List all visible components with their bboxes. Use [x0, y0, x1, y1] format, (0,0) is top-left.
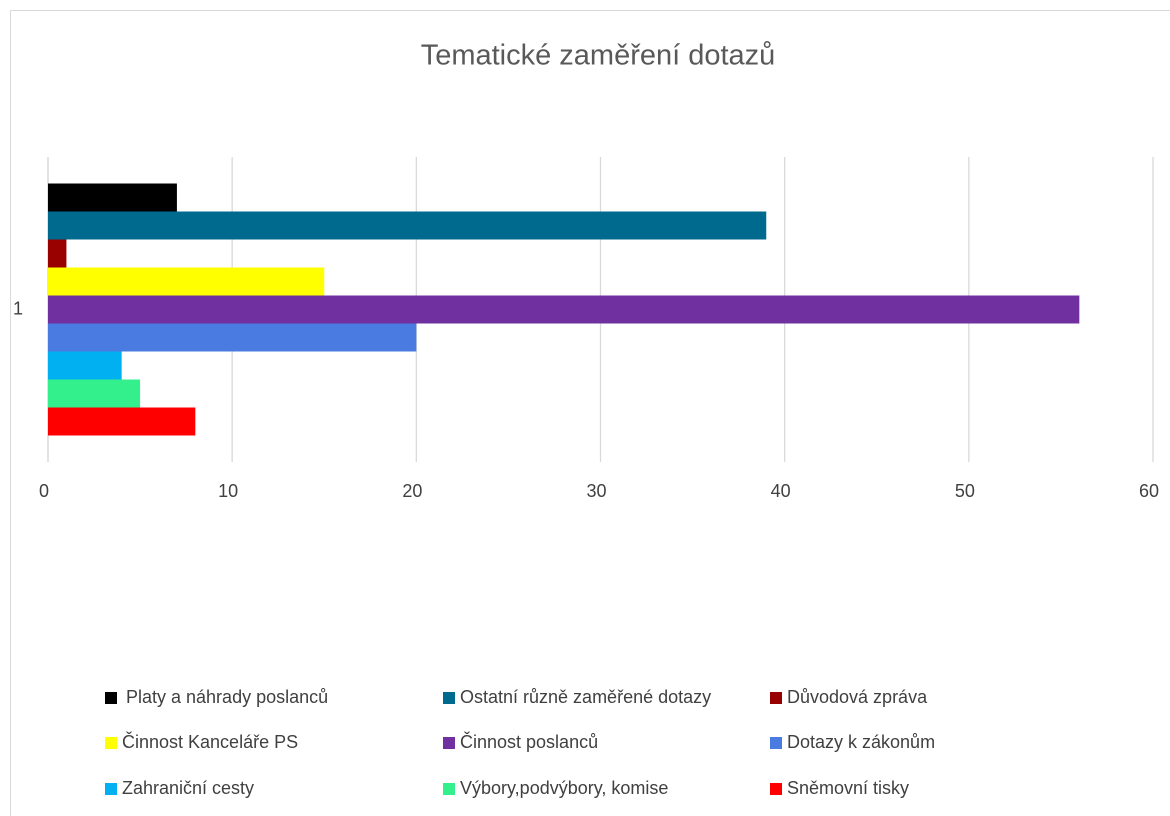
legend-swatch — [105, 783, 117, 795]
x-tick-label: 30 — [586, 481, 606, 501]
x-tick-label: 40 — [771, 481, 791, 501]
bar — [48, 379, 141, 408]
bar — [48, 239, 67, 268]
x-tick-label: 0 — [39, 481, 49, 501]
legend-swatch — [105, 737, 117, 749]
bar — [48, 295, 1080, 324]
legend-swatch — [443, 692, 455, 704]
legend-label: Platy a náhrady poslanců — [126, 687, 328, 707]
legend-swatch — [443, 737, 455, 749]
chart-title: Tematické zaměření dotazů — [421, 40, 776, 72]
bar — [48, 351, 122, 380]
bar — [48, 267, 325, 296]
y-tick-label: 1 — [13, 298, 23, 318]
bar — [48, 211, 767, 240]
x-tick-label: 50 — [955, 481, 975, 501]
legend-label: Ostatní různě zaměřené dotazy — [460, 687, 711, 707]
legend-swatch — [770, 692, 782, 704]
legend-swatch — [443, 783, 455, 795]
legend-label: Činnost poslanců — [460, 731, 598, 752]
legend-swatch — [770, 737, 782, 749]
bar — [48, 407, 196, 436]
legend-label: Činnost Kanceláře PS — [122, 731, 298, 752]
legend-label: Výbory,podvýbory, komise — [460, 778, 668, 798]
legend-label: Zahraniční cesty — [122, 778, 254, 798]
bar — [48, 323, 417, 352]
legend-label: Dotazy k zákonům — [787, 732, 935, 752]
x-tick-label: 20 — [402, 481, 422, 501]
legend-swatch — [770, 783, 782, 795]
bar — [48, 183, 177, 212]
x-tick-label: 60 — [1139, 481, 1159, 501]
legend-swatch — [105, 692, 117, 704]
legend-label: Důvodová zpráva — [787, 687, 928, 707]
legend-label: Sněmovní tisky — [787, 778, 909, 798]
x-tick-label: 10 — [218, 481, 238, 501]
chart-frame — [10, 10, 1170, 816]
